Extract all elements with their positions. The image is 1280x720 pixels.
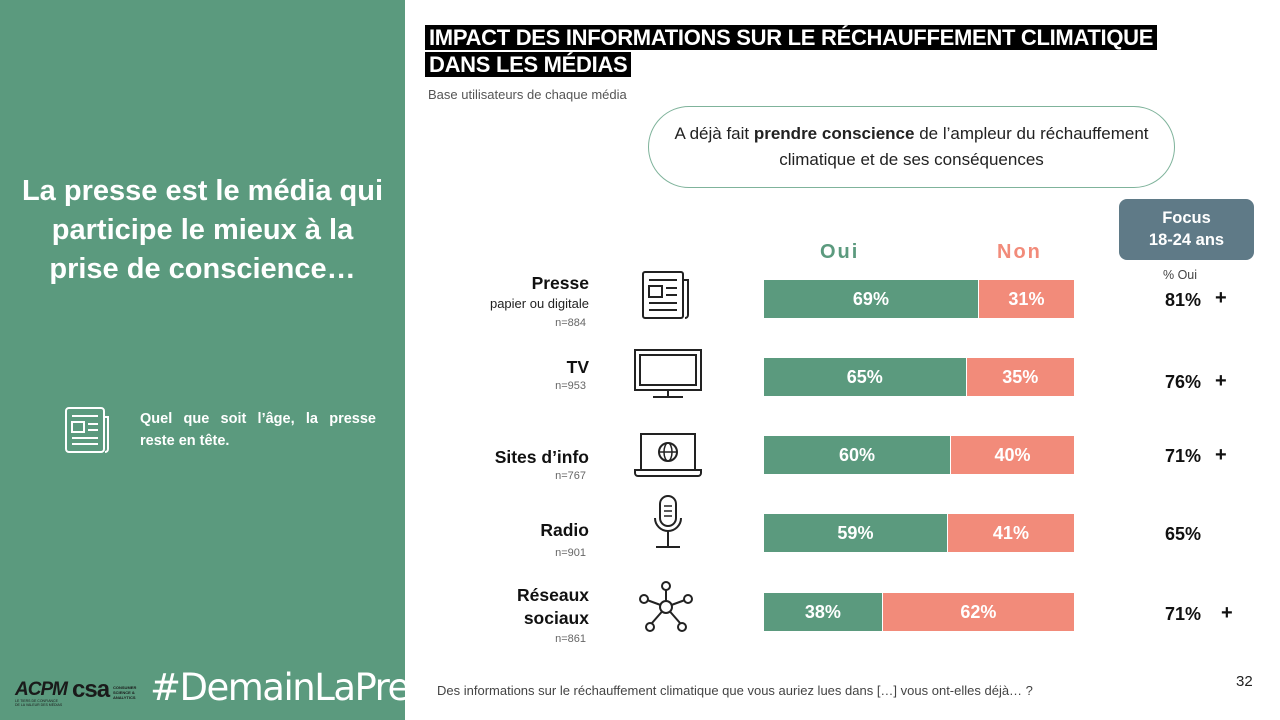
callout-pre: A déjà fait: [674, 124, 754, 143]
bar-segment-oui: 69%: [764, 280, 978, 318]
bar-sites-info: 60% 40%: [764, 436, 1074, 474]
bar-segment-oui: 59%: [764, 514, 947, 552]
plus-marker-sites-info: +: [1215, 444, 1227, 466]
bar-segment-non: 62%: [881, 593, 1074, 631]
focus-value-sites-info: 71%: [1165, 446, 1202, 466]
bar-radio: 59% 41%: [764, 514, 1074, 552]
row-desc-presse: papier ou digitale: [489, 296, 589, 311]
laptop-globe-icon: [634, 433, 702, 477]
focus-badge: Focus 18-24 ans: [1119, 199, 1254, 260]
row-n-presse: n=884: [555, 317, 586, 329]
bar-reseaux-sociaux: 38% 62%: [764, 593, 1074, 631]
row-label-line1: Réseaux: [517, 585, 589, 605]
row-label-sites-info: Sites d’info: [494, 447, 589, 467]
plus-marker-presse: +: [1215, 287, 1227, 309]
row-n-sites-info: n=767: [555, 470, 586, 482]
bar-presse: 69% 31%: [764, 280, 1074, 318]
legend-non: Non: [997, 241, 1042, 263]
focus-value-presse: 81%: [1165, 290, 1202, 310]
focus-age: 18-24 ans: [1148, 231, 1225, 249]
row-label-presse: Presse: [531, 273, 589, 293]
row-label-line2: sociaux: [523, 608, 589, 628]
focus-value-radio: 65%: [1165, 524, 1202, 544]
plus-marker-reseaux-sociaux: +: [1221, 602, 1233, 624]
bar-segment-oui: 38%: [764, 593, 882, 631]
callout: A déjà fait prendre conscience de l’ampl…: [648, 106, 1175, 188]
page-number: 32: [1236, 673, 1253, 690]
row-n-radio: n=901: [555, 547, 586, 559]
csa-logo: csa: [72, 676, 110, 703]
hashtag: #DemainLaPresse: [150, 666, 467, 709]
newspaper-icon: [642, 271, 689, 319]
bar-tv: 65% 35%: [764, 358, 1074, 396]
page-title-line1: IMPACT DES INFORMATIONS SUR LE RÉCHAUFFE…: [425, 25, 1158, 50]
row-label-reseaux-sociaux: Réseaux sociaux: [517, 584, 589, 630]
tv-icon: [634, 349, 702, 398]
question-footnote: Des informations sur le réchauffement cl…: [437, 683, 1033, 698]
row-label-tv: TV: [566, 357, 589, 377]
focus-value-tv: 76%: [1165, 372, 1202, 392]
row-n-reseaux-sociaux: n=861: [555, 633, 586, 645]
base-note: Base utilisateurs de chaque média: [428, 87, 627, 102]
acpm-logo-tagline: LE TIERS DE CONFIANCE DE LA VALEUR DES M…: [15, 699, 63, 707]
acpm-logo: ACPM: [15, 679, 68, 700]
newspaper-icon: [65, 407, 109, 453]
row-label-radio: Radio: [540, 520, 589, 540]
bar-segment-non: 31%: [977, 280, 1074, 318]
page-title: IMPACT DES INFORMATIONS SUR LE RÉCHAUFFE…: [425, 24, 1185, 78]
callout-post: de l’ampleur du réchauffement climatique…: [779, 124, 1149, 169]
bar-segment-non: 40%: [950, 436, 1074, 474]
focus-column-header: % Oui: [1163, 268, 1198, 282]
row-n-tv: n=953: [555, 380, 586, 392]
bar-segment-non: 41%: [946, 514, 1074, 552]
plus-marker-tv: +: [1215, 370, 1227, 392]
bar-segment-oui: 65%: [764, 358, 966, 396]
focus-label: Focus: [1162, 209, 1211, 227]
page-title-line2: DANS LES MÉDIAS: [425, 52, 632, 77]
note-text: Quel que soit l’âge, la presse reste en …: [140, 411, 376, 449]
callout-bold: prendre conscience: [753, 124, 915, 143]
bar-segment-non: 35%: [965, 358, 1074, 396]
bar-segment-oui: 60%: [764, 436, 950, 474]
left-panel: La presse est le média qui participe le …: [0, 0, 467, 720]
legend-oui: Oui: [820, 241, 860, 263]
microphone-icon: [654, 495, 682, 548]
social-network-icon: [639, 581, 693, 632]
csa-logo-tagline: CONSUMER SCIENCE & ANALYTICS: [113, 685, 137, 700]
focus-value-reseaux-sociaux: 71%: [1165, 604, 1202, 624]
headline: La presse est le média qui participe le …: [21, 175, 384, 285]
